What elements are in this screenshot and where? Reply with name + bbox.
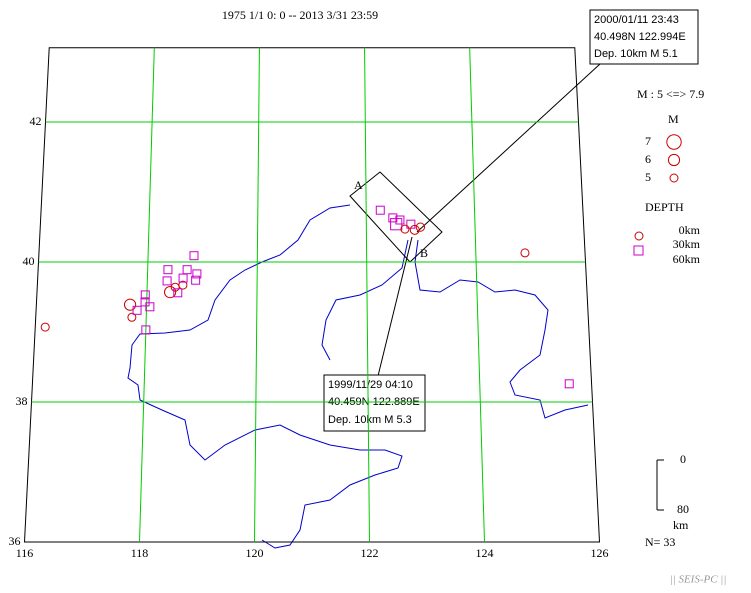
callout-text: 2000/01/11 23:43: [594, 14, 679, 26]
grid-line: [139, 47, 155, 543]
lat-label: 38: [16, 394, 28, 408]
grid-line: [364, 47, 370, 543]
event: [163, 286, 177, 299]
legend-range: M : 5 <=> 7.9: [637, 87, 704, 101]
leader-line: [377, 236, 413, 377]
callout-box: [323, 374, 426, 432]
coastline-east: [414, 239, 589, 419]
grid-line: [254, 47, 260, 543]
coastline: [127, 204, 589, 549]
scale-label: 0: [680, 452, 686, 466]
legend-text: 7: [645, 134, 651, 148]
callout-box: [589, 9, 699, 65]
callout-text: Dep. 10km M 5.3: [328, 414, 412, 426]
event: [140, 297, 150, 307]
event: [395, 215, 405, 225]
legend-symbol: [669, 173, 679, 183]
event: [388, 213, 398, 223]
lon-label: 122: [361, 546, 379, 560]
event: [40, 322, 50, 332]
event: [192, 269, 202, 279]
lat-label: 40: [23, 254, 35, 268]
legend-symbol: [667, 153, 681, 167]
event: [145, 302, 155, 312]
event: [163, 265, 173, 275]
event: [123, 298, 137, 311]
event: [141, 325, 151, 335]
section-label: A: [354, 178, 363, 192]
coastline-west: [127, 204, 403, 549]
legend-title: DEPTH: [645, 200, 684, 214]
event: [162, 276, 172, 286]
callout-text: 40.498N 122.994E: [594, 31, 686, 43]
event: [178, 280, 188, 290]
event: [191, 275, 201, 285]
event: [127, 312, 137, 322]
title: 1975 1/1 0: 0 -- 2013 3/31 23:59: [222, 8, 378, 22]
map-frame: [23, 47, 601, 543]
event: [415, 222, 426, 232]
section-box: [349, 171, 443, 263]
event: [520, 248, 530, 258]
callout-text: Dep. 10km M 5.1: [594, 48, 678, 60]
lat-label: 36: [9, 534, 21, 548]
legend-text: 6: [645, 152, 651, 166]
lon-label: 120: [246, 546, 264, 560]
lon-label: 126: [591, 546, 609, 560]
footer: || SEIS-PC ||: [670, 574, 727, 586]
event: [140, 290, 150, 300]
legend-symbol: [666, 134, 682, 150]
event: [564, 379, 574, 389]
legend-title: M: [668, 112, 679, 126]
event: [375, 205, 385, 215]
event: [132, 305, 142, 315]
legend-text: 60km: [673, 252, 701, 266]
callout-text: 1999/11/29 04:10: [328, 379, 413, 391]
legend-text: 30km: [673, 237, 701, 251]
scale-unit: km: [673, 518, 689, 532]
event: [182, 265, 192, 275]
lon-label: 124: [476, 546, 494, 560]
legend-text: 0km: [679, 223, 701, 237]
event-count: N= 33: [645, 535, 675, 549]
grid-line: [469, 47, 485, 543]
lon-label: 116: [16, 546, 34, 560]
section-label: B: [420, 246, 428, 260]
event: [409, 224, 420, 235]
legend-text: 5: [645, 170, 651, 184]
leader-line: [416, 63, 601, 233]
legend-symbol: [633, 245, 644, 256]
event: [189, 251, 199, 261]
event: [400, 224, 410, 234]
lat-label: 42: [30, 114, 42, 128]
lon-label: 118: [131, 546, 149, 560]
legend-symbol: [634, 231, 644, 241]
coastline-bay: [321, 239, 409, 361]
scale-label: 80: [677, 502, 689, 516]
event: [173, 288, 183, 298]
